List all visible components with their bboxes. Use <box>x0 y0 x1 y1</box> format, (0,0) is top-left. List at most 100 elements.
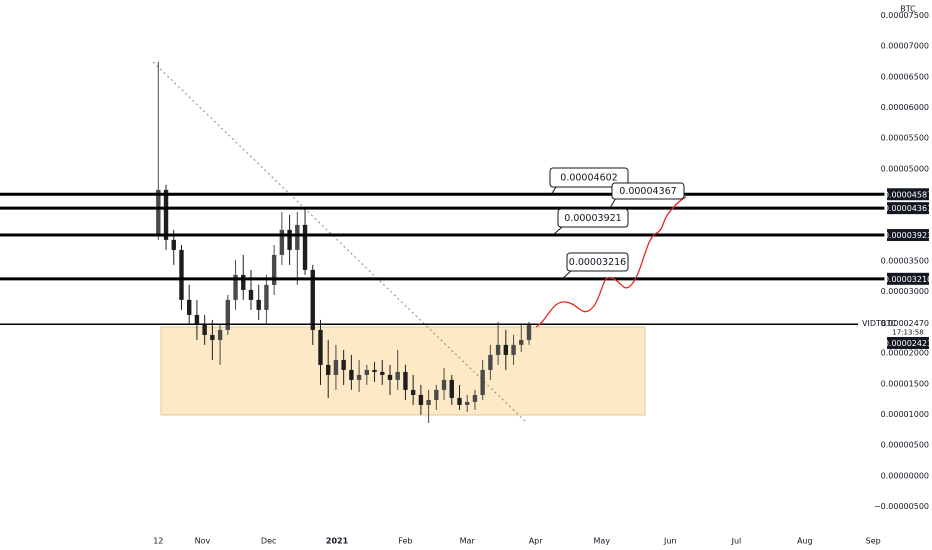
y-tick-label: 0.00000500 <box>881 441 929 450</box>
candle-body <box>318 329 323 365</box>
callout-tail <box>561 270 572 280</box>
callout-tail <box>609 197 617 209</box>
y-tick-label: 0.00007500 <box>881 11 929 20</box>
level-box <box>887 188 929 201</box>
x-tick-label: Mar <box>460 537 476 546</box>
candle-body <box>364 369 370 375</box>
y-tick-label: 0.00006000 <box>881 103 929 112</box>
candle-body <box>503 344 509 355</box>
y-tick-label: 0.00000000 <box>881 471 929 480</box>
trend-line <box>152 61 528 424</box>
candle-body <box>519 339 524 345</box>
y-tick-label: 0.00003000 <box>881 287 929 296</box>
candle-body <box>480 369 485 395</box>
y-tick-label: 0.00006500 <box>881 72 929 81</box>
candle-body <box>395 371 400 380</box>
level-label: 0.00004587 <box>884 190 932 199</box>
candle-body <box>526 324 532 340</box>
level-box <box>887 202 929 215</box>
projection-path <box>535 196 687 328</box>
y-tick-label: 0.00002000 <box>881 349 929 358</box>
candle-body <box>488 354 493 370</box>
y-tick-label: 0.00005500 <box>881 134 929 143</box>
x-tick-label: Nov <box>195 537 211 546</box>
x-tick-label: Jul <box>731 537 742 546</box>
candle-body <box>194 314 200 325</box>
callout-text: 0.00003921 <box>564 213 621 224</box>
candle-body <box>241 274 246 290</box>
y-tick-label: 0.00007000 <box>881 42 929 51</box>
callout: 0.00004367 <box>609 182 685 209</box>
candle-body <box>279 229 285 255</box>
candle-body <box>457 397 462 405</box>
candle-body <box>380 371 385 375</box>
candle-body <box>495 344 501 355</box>
callout: 0.00004602 <box>549 167 629 196</box>
countdown-label: 17:13:58 <box>892 328 923 336</box>
x-tick-label: Dec <box>261 537 276 546</box>
unit-label: BTC <box>900 5 916 14</box>
candle-body <box>210 334 215 340</box>
candles <box>156 61 532 423</box>
callout: 0.00003921 <box>552 208 629 236</box>
candle-body <box>295 224 300 250</box>
candle-body <box>472 394 478 402</box>
candle-body <box>326 364 331 375</box>
candle-body <box>341 359 346 370</box>
candle-body <box>187 299 192 315</box>
callout-tail <box>552 226 563 236</box>
candle-body <box>202 324 207 335</box>
candle-body <box>271 254 277 285</box>
candle-body <box>333 359 339 375</box>
y-tick-label: 0.00001500 <box>881 379 929 388</box>
y-tick-label: 0.00005000 <box>881 164 929 173</box>
level-box <box>887 272 929 285</box>
y-tick-label: 0.00001000 <box>881 410 929 419</box>
candle-body <box>156 189 161 235</box>
level-label: 0.00003923 <box>884 231 932 240</box>
candle-body <box>403 371 408 390</box>
candle-body <box>410 389 416 395</box>
y-tick-label: −0.00000500 <box>874 502 929 511</box>
level-label: 0.00003210 <box>884 275 932 284</box>
x-tick-label: May <box>594 537 611 546</box>
candle-body <box>217 329 223 340</box>
candle-body <box>418 394 424 405</box>
candle-body <box>349 369 354 380</box>
x-tick-label: Aug <box>797 537 813 546</box>
levels: 0.00004587 0.00004361 0.00003923 0.00003210… <box>0 188 932 336</box>
y-tick-label: 0.00003500 <box>881 257 929 266</box>
candle-body <box>225 299 231 330</box>
callout-text: 0.00003216 <box>569 257 626 268</box>
candle-body <box>256 299 261 310</box>
callout-box <box>549 167 629 188</box>
candle-body <box>465 401 470 405</box>
candle-body <box>302 224 308 270</box>
candle-body <box>171 239 176 250</box>
callout-box <box>611 182 685 200</box>
candle-body <box>356 374 362 380</box>
candle-body <box>372 369 377 372</box>
callout-text: 0.00004367 <box>619 186 676 197</box>
candle-body <box>310 269 315 330</box>
candle-body <box>233 274 238 300</box>
x-tick-label: 12 <box>153 537 163 546</box>
level-box <box>887 229 929 242</box>
callout: 0.00003216 <box>561 252 629 280</box>
symbol-label: VIDTBTC <box>862 319 897 328</box>
candle-body <box>287 229 292 250</box>
candle-body <box>163 189 169 240</box>
candle-body <box>434 389 439 400</box>
candle-body <box>179 249 184 300</box>
callout-box <box>557 208 629 228</box>
callout-box <box>566 252 629 272</box>
x-tick-label: Jun <box>663 537 677 546</box>
level-label: 0.00004361 <box>884 204 932 213</box>
callout-text: 0.00004602 <box>560 173 617 184</box>
candle-body <box>387 374 393 380</box>
x-tick-label: Apr <box>529 537 544 546</box>
range-box <box>160 326 646 416</box>
last-price-label: 0.00002470 <box>881 319 929 328</box>
x-tick-label: 2021 <box>326 537 349 546</box>
